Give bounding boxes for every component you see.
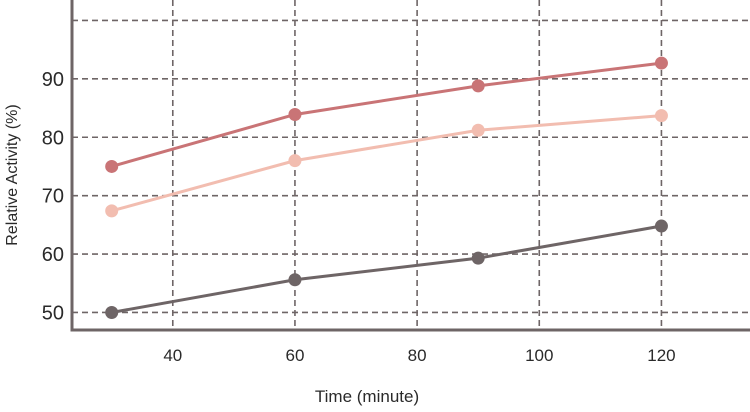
series-3-point — [288, 273, 302, 287]
series-3-point — [654, 219, 668, 233]
series-line-3 — [111, 224, 662, 314]
x-tick-label: 100 — [525, 346, 553, 365]
x-axis-label: Time (minute) — [315, 387, 419, 406]
series-line-2 — [111, 114, 662, 213]
series-1-point — [288, 107, 302, 121]
x-tick-label: 80 — [408, 346, 427, 365]
series-2-point — [654, 109, 668, 123]
series-1-point — [105, 159, 119, 173]
series-line-1 — [111, 61, 662, 168]
x-tick-label: 40 — [163, 346, 182, 365]
series-2-point — [288, 154, 302, 168]
grid — [72, 0, 750, 330]
y-tick-label: 80 — [42, 127, 64, 149]
y-tick-label: 70 — [42, 186, 64, 208]
y-tick-label: 60 — [42, 244, 64, 266]
x-tick-label: 120 — [647, 346, 675, 365]
series-1-point — [654, 56, 668, 70]
tick-labels: 50 60 70 80 90 40 60 80 100 120 — [42, 69, 676, 365]
series — [105, 56, 668, 319]
y-axis-label: Relative Activity (%) — [4, 104, 21, 245]
series-3-point — [105, 305, 119, 319]
series-2-point — [105, 204, 119, 218]
series-2-point — [471, 123, 485, 137]
axes — [70, 0, 750, 332]
y-tick-label: 90 — [42, 69, 64, 91]
x-tick-label: 60 — [285, 346, 304, 365]
series-3-point — [471, 251, 485, 265]
y-tick-label: 50 — [42, 302, 64, 324]
series-1-point — [471, 79, 485, 93]
